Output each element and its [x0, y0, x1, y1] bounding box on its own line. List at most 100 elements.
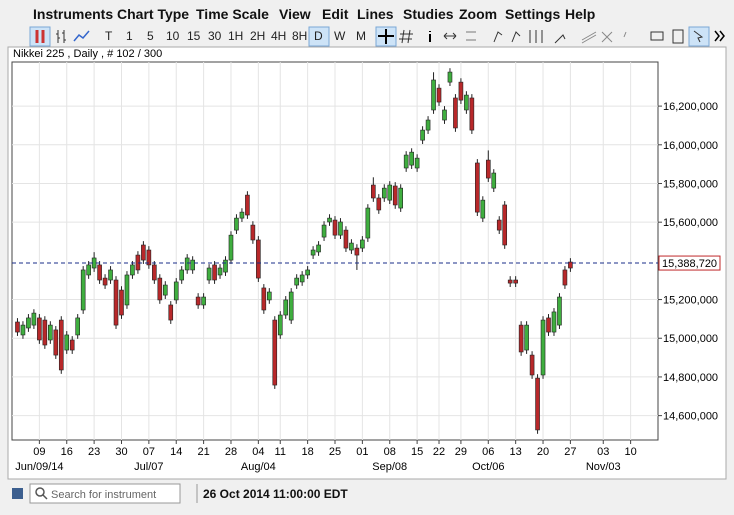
candle-body [518, 324, 524, 353]
toolbar-button[interactable]: T [105, 29, 113, 43]
candle-body [102, 277, 108, 286]
candle-body [277, 314, 283, 336]
menu-item[interactable]: Studies [403, 6, 454, 22]
toolbar-button[interactable]: 2H [250, 29, 266, 43]
candle-body [425, 119, 431, 131]
candle-body [173, 281, 179, 301]
x-tick-label: 30 [115, 446, 127, 458]
menu-item[interactable]: Zoom [459, 6, 498, 22]
candle-body [26, 317, 31, 329]
toolbar-button[interactable]: 30 [208, 29, 222, 43]
menu-item[interactable]: Time Scale [196, 6, 269, 22]
x-tick-label: 14 [170, 446, 182, 458]
candle-body [420, 129, 425, 141]
candle-body [239, 211, 245, 219]
menu-item[interactable]: Instruments [33, 6, 114, 22]
toolbar-button[interactable]: M [356, 29, 366, 43]
x-tick-label: 10 [625, 446, 637, 458]
candle-body [557, 296, 562, 326]
candle-body [20, 324, 26, 336]
x-tick-label: 23 [88, 446, 100, 458]
candle-body [343, 229, 349, 249]
candle-body [135, 254, 141, 271]
y-tick-label: 16,200,000 [663, 101, 718, 113]
candle-body [562, 269, 568, 286]
candle-body [69, 339, 75, 351]
candle-body [442, 109, 447, 121]
candle-body [458, 81, 464, 101]
candle-body [261, 287, 267, 311]
x-tick-label: 18 [302, 446, 314, 458]
y-tick-label: 15,600,000 [663, 217, 718, 229]
x-tick-label: 13 [510, 446, 522, 458]
toolbar-button[interactable]: D [314, 29, 323, 43]
candle-body [250, 224, 256, 241]
menu-item[interactable]: Settings [505, 6, 561, 22]
candle-body [332, 219, 338, 236]
candle-body [75, 317, 80, 336]
menu-item[interactable]: Lines [357, 6, 394, 22]
menu-item[interactable]: Help [565, 6, 596, 22]
candle-body [58, 319, 64, 371]
candle-body [513, 279, 518, 284]
toolbar-button[interactable]: 1 [126, 29, 133, 43]
toolbar-button[interactable]: 8H [292, 29, 308, 43]
candle-body [168, 304, 174, 321]
x-month-label: Nov/03 [586, 461, 621, 473]
candle-body [469, 97, 475, 131]
candle-body [31, 312, 37, 326]
y-tick-label: 16,000,000 [663, 140, 718, 152]
x-tick-label: 27 [564, 446, 576, 458]
candle-body [256, 239, 261, 279]
x-tick-label: 15 [411, 446, 423, 458]
candle-body [414, 157, 420, 169]
candle-body [403, 154, 409, 169]
menu-item[interactable]: View [279, 6, 311, 22]
x-tick-label: 16 [61, 446, 73, 458]
toolbar-button[interactable]: 1H [228, 29, 244, 43]
candle-body [491, 172, 497, 189]
candle-body [496, 219, 502, 231]
candle-body [310, 249, 316, 256]
toolbar-button[interactable]: W [334, 29, 346, 43]
candle-body [327, 217, 332, 223]
toolbar-button[interactable]: 4H [271, 29, 287, 43]
candle-body [305, 269, 310, 276]
candle-body [316, 244, 321, 253]
candle-body [338, 221, 343, 236]
y-tick-label: 15,800,000 [663, 178, 718, 190]
candle-body [288, 291, 294, 321]
chart-title: Nikkei 225 , Daily , # 102 / 300 [13, 48, 162, 60]
toolbar-button[interactable]: 10 [166, 29, 180, 43]
candle-body [212, 264, 217, 281]
x-tick-label: 04 [252, 446, 264, 458]
candle-body [184, 257, 190, 271]
candle-body [228, 234, 234, 261]
candle-body [431, 79, 436, 111]
candle-body [475, 162, 480, 213]
y-tick-label: 14,800,000 [663, 372, 718, 384]
x-tick-label: 06 [482, 446, 494, 458]
toolbar-button[interactable]: 5 [147, 29, 154, 43]
candle-body [507, 279, 513, 284]
candle-body [15, 321, 20, 333]
candle-body [398, 187, 403, 209]
candle-body [245, 194, 250, 216]
candle-body [48, 324, 53, 341]
candle-body [387, 184, 393, 201]
x-tick-label: 03 [597, 446, 609, 458]
candle-body [360, 239, 365, 249]
candle-body [535, 377, 540, 431]
candle-body [223, 259, 228, 273]
candle-body [551, 311, 557, 333]
candle-body [371, 184, 376, 199]
menu-item[interactable]: Chart Type [117, 6, 190, 22]
x-tick-label: 07 [143, 446, 155, 458]
toolbar-button[interactable]: 15 [187, 29, 201, 43]
candle-body [162, 284, 168, 296]
candle-body [37, 317, 42, 341]
menu-item[interactable]: Edit [322, 6, 349, 22]
candle-body [546, 317, 551, 333]
candle-body [267, 291, 272, 301]
